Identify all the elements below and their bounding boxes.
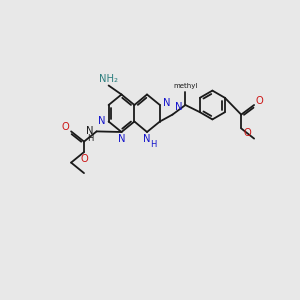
Text: H: H: [87, 134, 93, 143]
Text: O: O: [256, 95, 263, 106]
Text: N: N: [175, 101, 182, 112]
Text: NH₂: NH₂: [99, 74, 118, 84]
Text: N: N: [143, 134, 151, 145]
Text: N: N: [164, 98, 171, 109]
Text: O: O: [80, 154, 88, 164]
Text: N: N: [118, 134, 125, 145]
Text: methyl: methyl: [173, 83, 198, 89]
Text: N: N: [86, 126, 94, 136]
Text: O: O: [244, 128, 251, 139]
Text: N: N: [98, 116, 106, 127]
Text: O: O: [61, 122, 69, 133]
Text: H: H: [150, 140, 156, 149]
